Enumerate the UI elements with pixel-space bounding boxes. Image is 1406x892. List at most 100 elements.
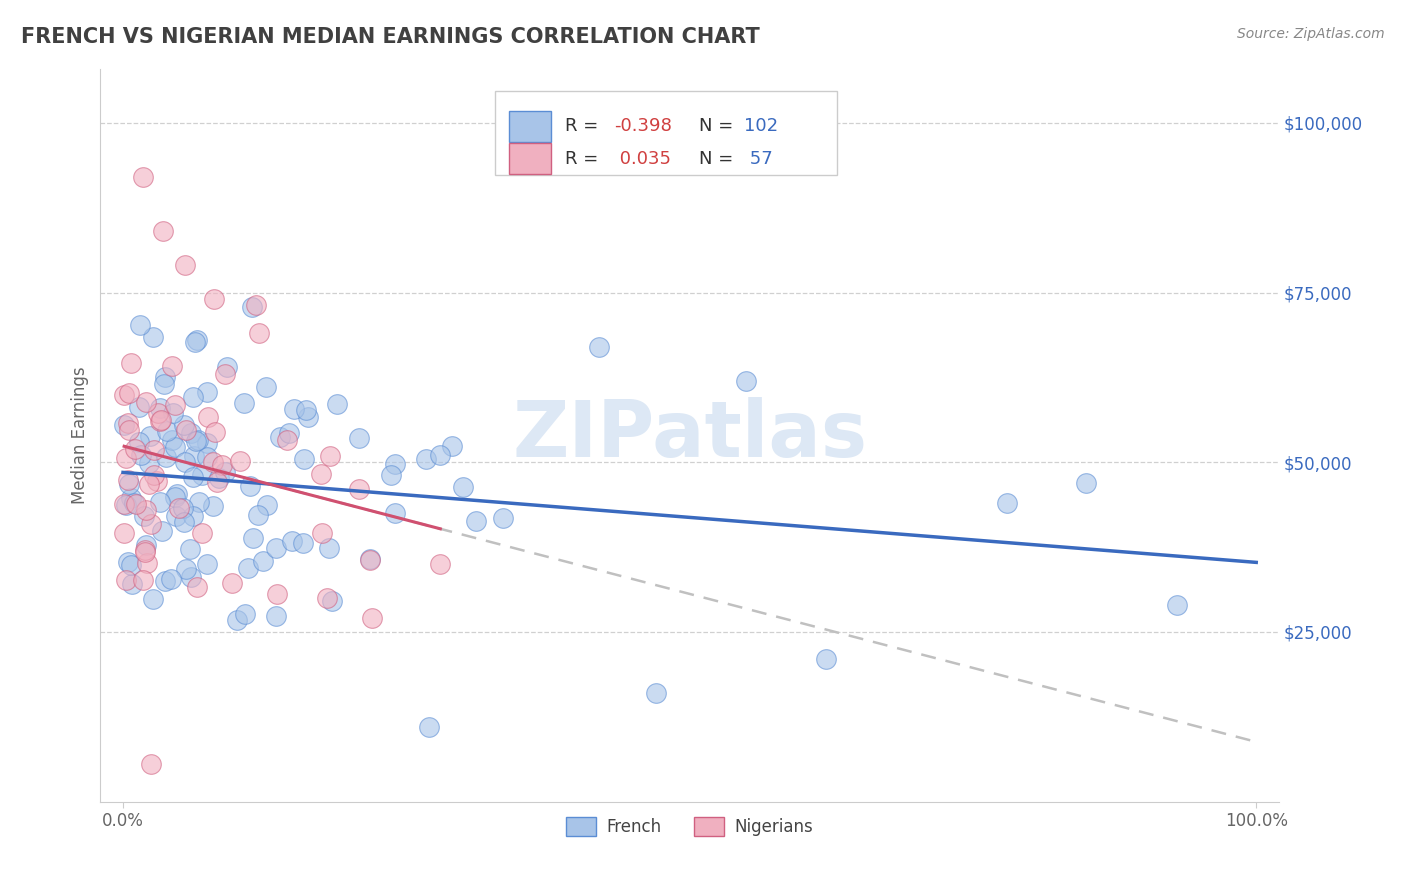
Point <box>464 514 486 528</box>
Point <box>191 526 214 541</box>
Point <box>644 686 666 700</box>
Point <box>139 516 162 531</box>
Point <box>318 449 340 463</box>
Point <box>208 471 231 485</box>
Point <box>142 330 165 344</box>
Point <box>146 474 169 488</box>
Point <box>292 452 315 467</box>
Point <box>174 455 197 469</box>
Point <box>121 577 143 591</box>
Point <box>163 490 186 504</box>
Text: 0.035: 0.035 <box>614 150 671 168</box>
Point <box>276 433 298 447</box>
Point <box>294 403 316 417</box>
Text: ZIPatlas: ZIPatlas <box>512 397 868 473</box>
Point <box>207 475 229 489</box>
Point <box>380 468 402 483</box>
Point <box>183 390 205 404</box>
Point <box>162 434 184 448</box>
Point <box>150 524 173 538</box>
Point <box>240 301 263 315</box>
Point <box>215 359 238 374</box>
Point <box>995 496 1018 510</box>
Text: FRENCH VS NIGERIAN MEDIAN EARNINGS CORRELATION CHART: FRENCH VS NIGERIAN MEDIAN EARNINGS CORRE… <box>21 27 759 46</box>
Point <box>153 369 176 384</box>
Point <box>269 430 291 444</box>
Point <box>233 607 256 621</box>
Point <box>318 541 340 555</box>
Point <box>181 508 204 523</box>
Point <box>238 561 260 575</box>
Point <box>214 367 236 381</box>
Text: R =: R = <box>565 150 598 168</box>
Point <box>297 410 319 425</box>
Point <box>326 397 349 411</box>
Point <box>281 534 304 549</box>
Point <box>142 443 165 458</box>
Point <box>138 456 160 470</box>
Point <box>184 334 207 349</box>
Point <box>211 458 233 472</box>
Point <box>202 499 225 513</box>
Point <box>166 486 188 500</box>
Point <box>174 562 197 576</box>
Point <box>117 385 139 400</box>
Point <box>256 498 278 512</box>
Text: 102: 102 <box>744 118 778 136</box>
Point <box>112 387 135 401</box>
Y-axis label: Median Earnings: Median Earnings <box>72 367 89 504</box>
Point <box>114 451 136 466</box>
Point <box>112 497 135 511</box>
Text: N =: N = <box>699 150 734 168</box>
Point <box>195 436 218 450</box>
Point <box>180 426 202 441</box>
Point <box>152 376 174 391</box>
Point <box>186 333 208 347</box>
Point <box>169 501 191 516</box>
Point <box>117 473 139 487</box>
Point <box>159 572 181 586</box>
Point <box>173 515 195 529</box>
Point <box>143 467 166 482</box>
Point <box>135 538 157 552</box>
Point <box>165 509 187 524</box>
Point <box>384 506 406 520</box>
Point <box>165 440 187 454</box>
Point <box>418 720 440 734</box>
Point <box>138 477 160 491</box>
Point <box>112 526 135 541</box>
Point <box>247 326 270 341</box>
Point <box>264 608 287 623</box>
Point <box>311 526 333 541</box>
Point <box>139 429 162 443</box>
Point <box>134 545 156 559</box>
Point <box>163 398 186 412</box>
Point <box>1076 475 1098 490</box>
Point <box>149 413 172 427</box>
Point <box>132 170 155 185</box>
Point <box>321 594 343 608</box>
Point <box>359 552 381 566</box>
Point <box>122 496 145 510</box>
FancyBboxPatch shape <box>495 90 837 175</box>
Point <box>588 340 610 354</box>
Point <box>134 543 156 558</box>
Point <box>132 509 155 524</box>
Point <box>277 425 299 440</box>
FancyBboxPatch shape <box>509 111 551 142</box>
Point <box>112 418 135 433</box>
Point <box>252 554 274 568</box>
Point <box>735 374 758 388</box>
Point <box>156 425 179 439</box>
Point <box>226 613 249 627</box>
Point <box>415 451 437 466</box>
Point <box>492 510 515 524</box>
Point <box>181 469 204 483</box>
Point <box>359 553 381 567</box>
Point <box>814 652 837 666</box>
Point <box>266 541 288 555</box>
Point <box>128 401 150 415</box>
Point <box>245 298 267 312</box>
FancyBboxPatch shape <box>509 144 551 174</box>
Point <box>180 570 202 584</box>
